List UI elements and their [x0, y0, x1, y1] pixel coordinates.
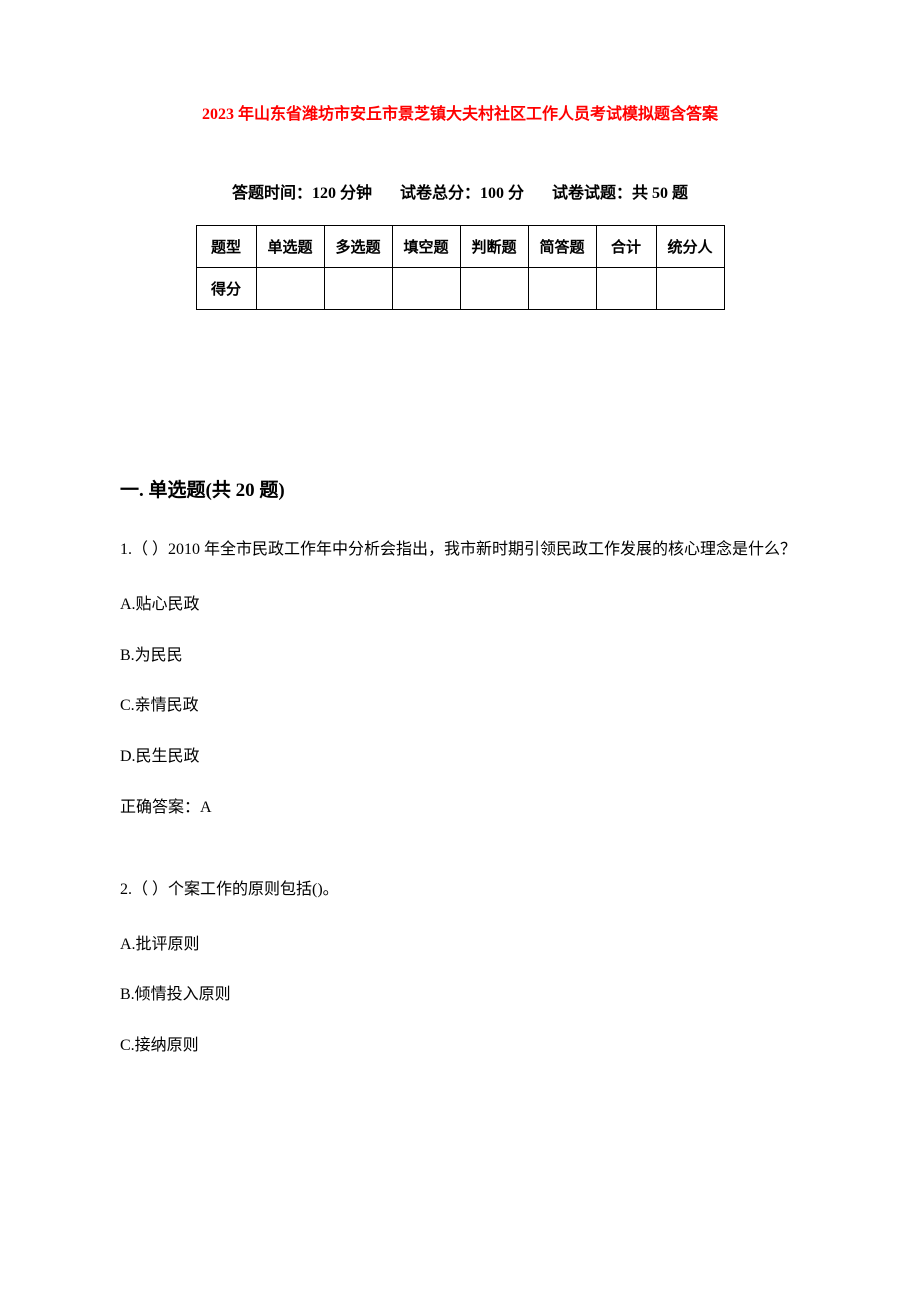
table-row-label: 得分 [196, 268, 256, 310]
question-option: A.批评原则 [120, 927, 800, 964]
table-score-cell [528, 268, 596, 310]
meta-count: 试卷试题：共 50 题 [552, 185, 688, 202]
question-option: A.贴心民政 [120, 587, 800, 624]
table-header-cell: 合计 [596, 226, 656, 268]
question-option: B.倾情投入原则 [120, 977, 800, 1014]
question-option: D.民生民政 [120, 739, 800, 776]
exam-title: 2023 年山东省潍坊市安丘市景芝镇大夫村社区工作人员考试模拟题含答案 [120, 100, 800, 124]
table-header-cell: 题型 [196, 226, 256, 268]
exam-meta: 答题时间：120 分钟 试卷总分：100 分 试卷试题：共 50 题 [120, 179, 800, 203]
question-option: C.亲情民政 [120, 688, 800, 725]
questions-container: 1.（ ）2010 年全市民政工作年中分析会指出，我市新时期引领民政工作发展的核… [120, 532, 800, 1065]
table-score-cell [324, 268, 392, 310]
table-header-cell: 单选题 [256, 226, 324, 268]
table-score-cell [596, 268, 656, 310]
question: 2.（ ）个案工作的原则包括()。 A.批评原则 B.倾情投入原则 C.接纳原则 [120, 872, 800, 1065]
table-score-cell [256, 268, 324, 310]
table-header-cell: 多选题 [324, 226, 392, 268]
table-header-cell: 判断题 [460, 226, 528, 268]
table-score-cell [460, 268, 528, 310]
section-heading: 一. 单选题(共 20 题) [120, 475, 800, 502]
table-header-cell: 简答题 [528, 226, 596, 268]
question-option: B.为民民 [120, 638, 800, 675]
score-table: 题型单选题多选题填空题判断题简答题合计统分人 得分 [196, 225, 725, 310]
question-answer: 正确答案：A [120, 790, 800, 827]
question-stem: 2.（ ）个案工作的原则包括()。 [120, 872, 800, 909]
meta-total: 试卷总分：100 分 [400, 185, 524, 202]
question-option: C.接纳原则 [120, 1028, 800, 1065]
table-score-cell [392, 268, 460, 310]
question: 1.（ ）2010 年全市民政工作年中分析会指出，我市新时期引领民政工作发展的核… [120, 532, 800, 827]
table-header-cell: 统分人 [656, 226, 724, 268]
table-header-row: 题型单选题多选题填空题判断题简答题合计统分人 [196, 226, 724, 268]
table-score-row: 得分 [196, 268, 724, 310]
table-header-cell: 填空题 [392, 226, 460, 268]
table-score-cell [656, 268, 724, 310]
meta-time: 答题时间：120 分钟 [232, 185, 372, 202]
question-stem: 1.（ ）2010 年全市民政工作年中分析会指出，我市新时期引领民政工作发展的核… [120, 532, 800, 569]
